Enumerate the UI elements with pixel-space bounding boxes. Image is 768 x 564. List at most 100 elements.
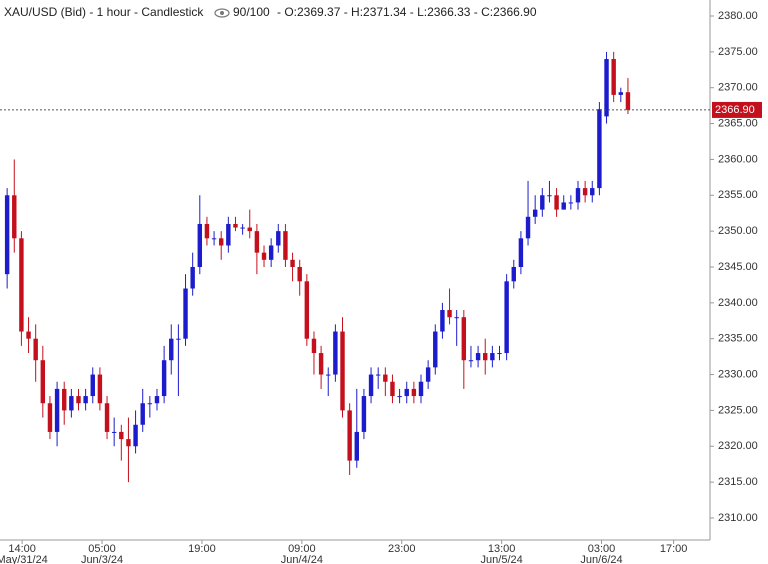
y-tick-label: 2330.00 xyxy=(718,368,758,380)
candle-body xyxy=(104,403,110,432)
candle-body xyxy=(497,353,502,355)
candle-body xyxy=(575,188,581,203)
candle-body xyxy=(83,396,88,404)
candle-body xyxy=(318,353,324,375)
candle-body xyxy=(154,396,160,404)
candle-body xyxy=(62,388,67,411)
candle-body xyxy=(340,331,345,411)
candle-body xyxy=(140,403,145,425)
y-tick-label: 2340.00 xyxy=(718,297,758,309)
candle-body xyxy=(26,331,31,339)
candle-body xyxy=(33,338,38,361)
candle-body xyxy=(211,238,217,240)
candle-body xyxy=(532,209,538,217)
candle-body xyxy=(19,238,24,332)
x-tick-label: 13:00 xyxy=(488,543,516,555)
y-tick-label: 2360.00 xyxy=(718,153,758,165)
candle-body xyxy=(461,317,467,361)
candle-body xyxy=(290,259,295,267)
x-tick-label: 14:00 xyxy=(8,543,36,555)
x-tick-date: May/31/24 xyxy=(0,554,48,564)
eye-icon[interactable] xyxy=(214,8,230,18)
candle-body xyxy=(425,367,431,382)
chart-title: XAU/USD (Bid) - 1 hour - Candlestick xyxy=(4,5,204,19)
candle-body xyxy=(218,238,224,246)
candle-body xyxy=(111,431,117,433)
candle-body xyxy=(475,353,481,361)
candle-body xyxy=(590,188,595,196)
candle-body xyxy=(161,360,167,397)
y-tick-label: 2335.00 xyxy=(718,333,758,345)
x-tick-label: 17:00 xyxy=(660,543,688,555)
candle-body xyxy=(133,424,138,447)
x-tick-date: Jun/3/24 xyxy=(81,554,123,564)
candle-body xyxy=(126,439,131,447)
candle-body xyxy=(268,245,274,260)
x-tick-label: 19:00 xyxy=(188,543,216,555)
candle-body xyxy=(547,195,552,197)
quote: - O:2369.37 - H:2371.34 - L:2366.33 - C:… xyxy=(277,5,537,19)
candle-body xyxy=(354,431,359,461)
plot-area xyxy=(4,51,631,483)
candle-body xyxy=(190,266,195,289)
y-tick-label: 2350.00 xyxy=(718,225,758,237)
candle-body xyxy=(483,353,488,361)
candle-body xyxy=(276,231,281,246)
candle-body xyxy=(311,338,317,354)
y-tick-label: 2375.00 xyxy=(718,46,758,58)
candle-body xyxy=(625,92,631,110)
x-tick-label: 05:00 xyxy=(88,543,116,555)
candle-body xyxy=(418,381,424,397)
candle-body xyxy=(390,381,395,397)
candle-body xyxy=(333,331,338,375)
candle-body xyxy=(368,374,374,397)
candle-body xyxy=(347,410,352,461)
candle-body xyxy=(54,388,60,432)
x-tick-date: Jun/5/24 xyxy=(481,554,523,564)
candle-body xyxy=(176,338,181,340)
candle-body xyxy=(404,388,409,397)
candle-body xyxy=(568,202,574,204)
candle-body xyxy=(561,202,566,210)
candle-body xyxy=(618,92,624,95)
candle-body xyxy=(454,317,459,319)
candle-body xyxy=(611,59,616,95)
candle-body xyxy=(69,396,74,411)
x-tick-date: Jun/6/24 xyxy=(580,554,622,564)
y-tick-label: 2365.00 xyxy=(718,117,758,129)
candle-body xyxy=(604,59,609,117)
candle-body xyxy=(254,231,260,253)
candle-body xyxy=(525,216,531,239)
candle-body xyxy=(197,223,203,267)
candle-body xyxy=(12,195,17,239)
candle-body xyxy=(169,338,174,361)
candle-body xyxy=(326,374,331,376)
y-tick-label: 2315.00 xyxy=(718,476,758,488)
candle-body xyxy=(511,266,516,282)
candle-body xyxy=(490,353,495,361)
x-tick-label: 09:00 xyxy=(288,543,316,555)
candle-body xyxy=(226,223,231,246)
candle-body xyxy=(183,288,188,339)
candle-body xyxy=(76,396,81,404)
header-bg xyxy=(2,5,592,21)
candle-body xyxy=(440,310,445,332)
x-tick-date: Jun/4/24 xyxy=(281,554,323,564)
candle-body xyxy=(233,223,238,228)
candle-body xyxy=(504,281,509,354)
candle-body xyxy=(518,238,524,267)
candle-body xyxy=(447,310,452,318)
candle-body xyxy=(47,403,53,432)
candle-body xyxy=(397,396,402,398)
x-tick-label: 23:00 xyxy=(388,543,416,555)
y-tick-label: 2345.00 xyxy=(718,261,758,273)
candle-body xyxy=(361,396,367,432)
candle-body xyxy=(97,374,103,404)
candle-body xyxy=(375,374,381,376)
candle-body xyxy=(383,374,388,382)
candle-body xyxy=(554,195,559,210)
candle-body xyxy=(247,227,252,232)
y-tick-label: 2325.00 xyxy=(718,404,758,416)
candle-body xyxy=(297,266,302,282)
